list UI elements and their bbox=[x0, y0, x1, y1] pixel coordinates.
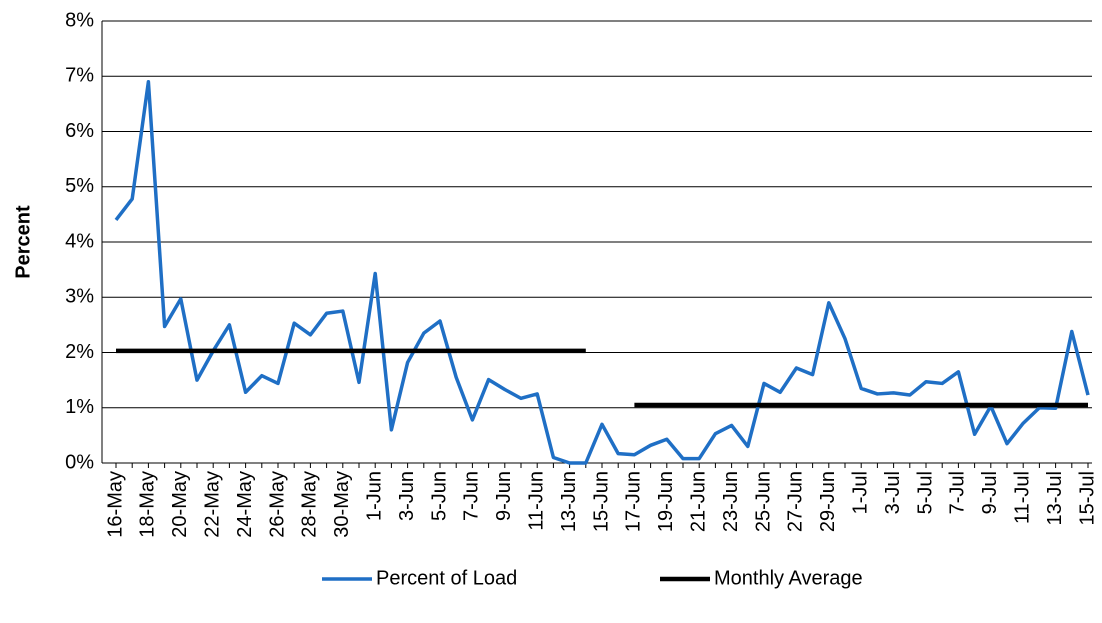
y-tick-label: 1% bbox=[65, 396, 94, 418]
x-tick-label: 25-Jun bbox=[752, 471, 774, 532]
x-tick-label: 1-Jun bbox=[363, 471, 385, 521]
y-tick-label: 8% bbox=[65, 9, 94, 31]
y-tick-label: 3% bbox=[65, 286, 94, 308]
x-tick-label: 20-May bbox=[169, 471, 191, 538]
x-tick-label: 24-May bbox=[234, 471, 256, 538]
x-tick-label: 18-May bbox=[137, 471, 159, 538]
x-tick-label: 15-Jul bbox=[1076, 471, 1098, 525]
y-tick-label: 4% bbox=[65, 230, 94, 252]
x-tick-label: 23-Jun bbox=[720, 471, 742, 532]
legend-label: Percent of Load bbox=[376, 567, 517, 589]
x-tick-label: 13-Jul bbox=[1044, 471, 1066, 525]
x-tick-label: 11-Jul bbox=[1011, 471, 1033, 524]
x-tick-label: 7-Jul bbox=[947, 471, 969, 514]
y-tick-label: 5% bbox=[65, 175, 94, 197]
x-tick-label: 9-Jul bbox=[979, 471, 1001, 514]
x-tick-label: 3-Jul bbox=[882, 471, 904, 514]
x-tick-label: 16-May bbox=[104, 471, 126, 538]
x-tick-label: 28-May bbox=[299, 471, 321, 538]
x-tick-label: 22-May bbox=[201, 471, 223, 538]
legend-label: Monthly Average bbox=[714, 567, 863, 589]
series-line bbox=[116, 348, 1088, 408]
x-tick-label: 5-Jul bbox=[914, 471, 936, 514]
x-tick-label: 9-Jun bbox=[493, 471, 515, 521]
x-tick-label: 1-Jul bbox=[849, 471, 871, 514]
x-tick-label: 5-Jun bbox=[428, 471, 450, 521]
x-tick-label: 11-Jun bbox=[525, 471, 547, 531]
series-line bbox=[114, 80, 1090, 465]
x-tick-label: 17-Jun bbox=[623, 471, 645, 532]
y-tick-label: 7% bbox=[65, 65, 94, 87]
x-tick-label: 13-Jun bbox=[558, 471, 580, 532]
x-tick-label: 21-Jun bbox=[687, 471, 709, 532]
x-tick-label: 30-May bbox=[331, 471, 353, 538]
x-tick-label: 15-Jun bbox=[590, 471, 612, 532]
x-tick-label: 3-Jun bbox=[396, 471, 418, 521]
y-tick-label: 6% bbox=[65, 120, 94, 142]
y-tick-label: 0% bbox=[65, 451, 94, 473]
x-tick-label: 26-May bbox=[266, 471, 288, 538]
x-tick-label: 27-Jun bbox=[785, 471, 807, 532]
y-axis-title: Percent bbox=[12, 205, 34, 279]
y-tick-label: 2% bbox=[65, 341, 94, 363]
x-tick-label: 19-Jun bbox=[655, 471, 677, 532]
x-tick-label: 29-Jun bbox=[817, 471, 839, 532]
x-tick-label: 7-Jun bbox=[461, 471, 483, 521]
